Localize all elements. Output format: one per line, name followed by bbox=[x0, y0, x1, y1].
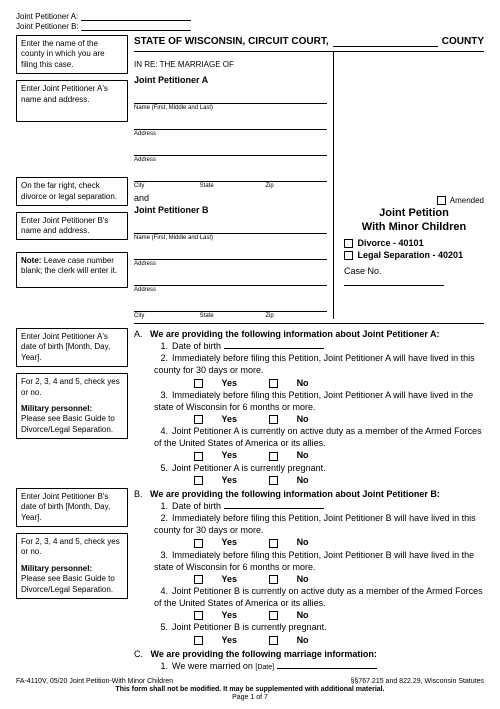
section-b-head: B. We are providing the following inform… bbox=[134, 488, 484, 500]
petb-addr1-input[interactable] bbox=[134, 247, 327, 260]
peta-addr2-input[interactable] bbox=[134, 143, 327, 156]
amended-checkbox[interactable] bbox=[437, 196, 446, 205]
instruct-county: Enter the name of the county in which yo… bbox=[16, 35, 128, 74]
footer-left: FA-4110V, 05/20 Joint Petition-With Mino… bbox=[16, 678, 173, 685]
petb-csz-input[interactable] bbox=[134, 299, 327, 312]
q-b5: Joint Petitioner B is currently pregnant… bbox=[172, 622, 327, 632]
opt-divorce-row: Divorce - 40101 bbox=[344, 238, 484, 248]
footer-mid: This form shall not be modified. It may … bbox=[16, 686, 484, 693]
q-a4: Joint Petitioner A is currently on activ… bbox=[154, 426, 482, 448]
a5-no[interactable] bbox=[269, 476, 278, 485]
a3-no[interactable] bbox=[269, 415, 278, 424]
input-pet-b[interactable] bbox=[81, 22, 191, 31]
b4-yes[interactable] bbox=[194, 611, 203, 620]
footer-page: Page 1 of 7 bbox=[16, 694, 484, 701]
b4-no[interactable] bbox=[269, 611, 278, 620]
petb-addr2-input[interactable] bbox=[134, 273, 327, 286]
q-a1: Date of birth bbox=[172, 341, 221, 351]
form-title-2: With Minor Children bbox=[344, 221, 484, 234]
dob-a-input[interactable] bbox=[224, 340, 324, 349]
form-title-1: Joint Petition bbox=[344, 207, 484, 220]
top-petitioner-a: Joint Petitioner A: bbox=[16, 12, 484, 21]
instruct-dob-b: Enter Joint Petitioner B's date of birth… bbox=[16, 488, 128, 527]
label-state-b: State bbox=[200, 313, 262, 319]
b3-no[interactable] bbox=[269, 575, 278, 584]
county-input[interactable] bbox=[333, 35, 438, 47]
b2-yes[interactable] bbox=[194, 539, 203, 548]
case-no-input[interactable] bbox=[344, 276, 444, 286]
a4-no[interactable] bbox=[269, 452, 278, 461]
instruct-dob-a: Enter Joint Petitioner A's date of birth… bbox=[16, 328, 128, 367]
peta-name-input[interactable] bbox=[134, 91, 327, 104]
peta-addr1-input[interactable] bbox=[134, 117, 327, 130]
b2-no[interactable] bbox=[269, 539, 278, 548]
instruct-petb: Enter Joint Petitioner B's name and addr… bbox=[16, 212, 128, 240]
label-city-a: City bbox=[134, 183, 196, 189]
instruct-235-b: For 2, 3, 4 and 5, check yes or no. Mili… bbox=[16, 533, 128, 599]
amended-row: Amended bbox=[344, 196, 484, 205]
legalsep-checkbox[interactable] bbox=[344, 251, 353, 260]
label-city-b: City bbox=[134, 313, 196, 319]
q-a2: Immediately before filing this Petition,… bbox=[154, 353, 475, 375]
and-label: and bbox=[134, 193, 327, 203]
label-zip-b: Zip bbox=[265, 313, 327, 319]
label-addr-a1: Address bbox=[134, 131, 327, 137]
label-addr-a2: Address bbox=[134, 157, 327, 163]
q-b2: Immediately before filing this Petition,… bbox=[154, 513, 476, 535]
input-pet-a[interactable] bbox=[81, 12, 191, 21]
instruct-farright: On the far right, check divorce or legal… bbox=[16, 177, 128, 206]
label-addr-b2: Address bbox=[134, 287, 327, 293]
top-petitioner-b: Joint Petitioner B: bbox=[16, 22, 484, 31]
in-re-label: IN RE: THE MARRIAGE OF bbox=[134, 52, 327, 69]
q-b1: Date of birth bbox=[172, 501, 221, 511]
page-footer: FA-4110V, 05/20 Joint Petition-With Mino… bbox=[16, 678, 484, 701]
county-label: COUNTY bbox=[442, 36, 484, 47]
opt-legal-row: Legal Separation - 40201 bbox=[344, 250, 484, 260]
label-state-a: State bbox=[200, 183, 262, 189]
label-name-a: Name (First, Middle and Last) bbox=[134, 105, 327, 111]
q-a3: Immediately before filing this Petition,… bbox=[154, 390, 473, 412]
divorce-checkbox[interactable] bbox=[344, 239, 353, 248]
peta-csz-input[interactable] bbox=[134, 169, 327, 182]
label-zip-a: Zip bbox=[265, 183, 327, 189]
court-header: STATE OF WISCONSIN, CIRCUIT COURT, COUNT… bbox=[134, 35, 484, 47]
label-name-b: Name (First, Middle and Last) bbox=[134, 235, 327, 241]
case-no-row: Case No. bbox=[344, 266, 484, 288]
petb-name-input[interactable] bbox=[134, 221, 327, 234]
marriage-date-input[interactable] bbox=[277, 660, 377, 669]
label-pet-b: Joint Petitioner B: bbox=[16, 22, 79, 31]
a5-yes[interactable] bbox=[194, 476, 203, 485]
a2-no[interactable] bbox=[269, 379, 278, 388]
dob-b-input[interactable] bbox=[224, 500, 324, 509]
footer-right: §§767.215 and 822.29, Wisconsin Statutes bbox=[351, 678, 484, 685]
petb-heading: Joint Petitioner B bbox=[134, 205, 327, 215]
section-c-head: C. We are providing the following marria… bbox=[134, 648, 484, 660]
label-pet-a: Joint Petitioner A: bbox=[16, 12, 78, 21]
a2-yes[interactable] bbox=[194, 379, 203, 388]
b5-yes[interactable] bbox=[194, 636, 203, 645]
q-c1: We were married on bbox=[172, 661, 253, 671]
case-no-label: Case No. bbox=[344, 266, 382, 276]
instruct-peta: Enter Joint Petitioner A's name and addr… bbox=[16, 80, 128, 122]
peta-heading: Joint Petitioner A bbox=[134, 69, 327, 85]
instruct-235-a: For 2, 3, 4 and 5, check yes or no. Mili… bbox=[16, 373, 128, 439]
label-addr-b1: Address bbox=[134, 261, 327, 267]
a4-yes[interactable] bbox=[194, 452, 203, 461]
section-a-head: A. We are providing the following inform… bbox=[134, 328, 484, 340]
q-b3: Immediately before filing this Petition,… bbox=[154, 550, 474, 572]
b5-no[interactable] bbox=[269, 636, 278, 645]
q-a5: Joint Petitioner A is currently pregnant… bbox=[172, 463, 326, 473]
b3-yes[interactable] bbox=[194, 575, 203, 584]
q-b4: Joint Petitioner B is currently on activ… bbox=[154, 586, 483, 608]
amended-label: Amended bbox=[450, 196, 484, 205]
state-court-label: STATE OF WISCONSIN, CIRCUIT COURT, bbox=[134, 36, 329, 47]
a3-yes[interactable] bbox=[194, 415, 203, 424]
instruct-caseno: Note: Note: Leave case number blank; the… bbox=[16, 252, 128, 288]
